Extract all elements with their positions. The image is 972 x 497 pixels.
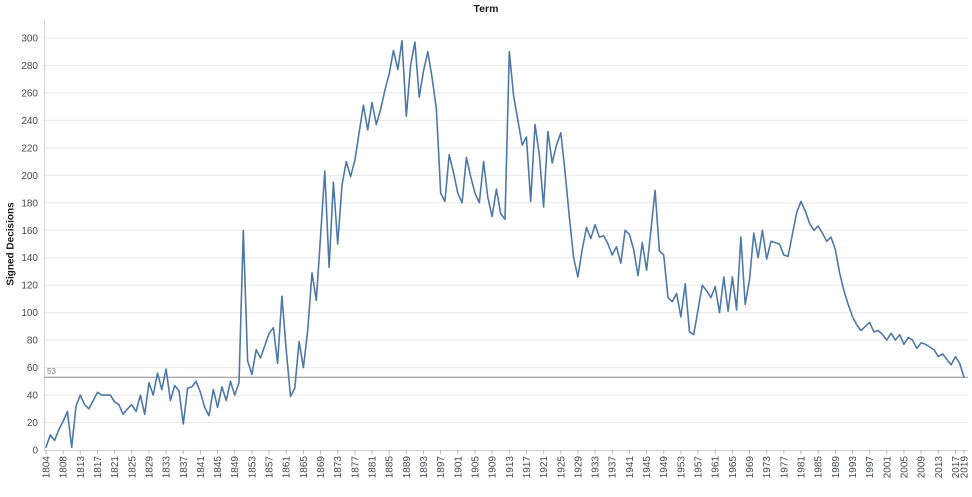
y-axis-title: Signed Decisions — [5, 202, 17, 286]
x-tick-label: 1929 — [573, 456, 584, 479]
x-tick-label: 1821 — [110, 456, 121, 479]
x-tick-label: 1909 — [488, 456, 499, 479]
x-tick-label: 1845 — [213, 456, 224, 479]
x-tick-label: 1861 — [282, 456, 293, 479]
x-tick-label: 1873 — [333, 456, 344, 479]
x-tick-label: 1997 — [865, 456, 876, 479]
x-tick-label: 1869 — [316, 456, 327, 479]
x-tick-label: 1985 — [814, 456, 825, 479]
y-tick-label: 0 — [32, 446, 38, 457]
y-tick-label: 300 — [21, 34, 38, 45]
x-tick-label: 1901 — [453, 456, 464, 479]
x-tick-label: 1804 — [42, 456, 53, 479]
x-tick-label: 1913 — [505, 456, 516, 479]
reference-line-label: 53 — [47, 367, 56, 376]
x-tick-label: 1885 — [385, 456, 396, 479]
y-tick-label: 220 — [21, 143, 38, 154]
x-tick-label: 1981 — [796, 456, 807, 479]
y-tick-label: 80 — [27, 336, 39, 347]
y-tick-label: 260 — [21, 88, 38, 99]
x-tick-label: 1881 — [368, 456, 379, 479]
x-tick-label: 1808 — [59, 456, 70, 479]
x-tick-label: 1877 — [350, 456, 361, 479]
x-tick-label: 1961 — [711, 456, 722, 479]
y-tick-label: 240 — [21, 116, 38, 127]
series-line[interactable] — [45, 39, 965, 449]
x-tick-label: 1969 — [745, 456, 756, 479]
y-tick-label: 180 — [21, 198, 38, 209]
x-tick-label: 1857 — [265, 456, 276, 479]
x-tick-label: 1841 — [196, 456, 207, 479]
y-tick-label: 280 — [21, 61, 38, 72]
x-tick-label: 2005 — [899, 456, 910, 479]
x-tick-label: 1957 — [694, 456, 705, 479]
y-tick-label: 200 — [21, 171, 38, 182]
x-tick-label: 1945 — [642, 456, 653, 479]
x-tick-label: 1853 — [247, 456, 258, 479]
y-tick-label: 100 — [21, 308, 38, 319]
x-tick-label: 2009 — [917, 456, 928, 479]
x-tick-label: 2013 — [934, 456, 945, 479]
x-tick-label: 1973 — [762, 456, 773, 479]
x-tick-label: 1977 — [779, 456, 790, 479]
x-tick-label: 1941 — [625, 456, 636, 479]
x-tick-label: 1813 — [76, 456, 87, 479]
y-tick-label: 60 — [27, 363, 39, 374]
x-tick-label: 2017 — [951, 456, 962, 479]
x-tick-label: 1989 — [831, 456, 842, 479]
x-tick-label: 1965 — [728, 456, 739, 479]
y-tick-label: 120 — [21, 281, 38, 292]
x-tick-label: 1817 — [93, 456, 104, 479]
x-tick-label: 1917 — [522, 456, 533, 479]
x-tick-label: 1829 — [144, 456, 155, 479]
x-tick-label: 1933 — [591, 456, 602, 479]
x-tick-label: 1905 — [470, 456, 481, 479]
x-tick-label: 1925 — [556, 456, 567, 479]
x-tick-label: 2001 — [882, 456, 893, 479]
x-tick-label: 1921 — [539, 456, 550, 479]
x-tick-label: 1949 — [659, 456, 670, 479]
x-tick-label: 1825 — [127, 456, 138, 479]
y-tick-label: 40 — [27, 391, 39, 402]
x-tick-label: 1893 — [419, 456, 430, 479]
chart-title: Term — [473, 3, 499, 15]
x-tick-label: 1953 — [676, 456, 687, 479]
x-tick-label: 1889 — [402, 456, 413, 479]
x-tick-label: 2019 — [960, 456, 971, 479]
x-tick-label: 1897 — [436, 456, 447, 479]
x-tick-label: 1937 — [608, 456, 619, 479]
x-tick-label: 1849 — [230, 456, 241, 479]
x-tick-label: 1837 — [179, 456, 190, 479]
y-tick-label: 160 — [21, 226, 38, 237]
x-tick-label: 1993 — [848, 456, 859, 479]
x-tick-label: 1833 — [162, 456, 173, 479]
y-tick-label: 140 — [21, 253, 38, 264]
x-tick-label: 1865 — [299, 456, 310, 479]
y-tick-label: 20 — [27, 418, 39, 429]
